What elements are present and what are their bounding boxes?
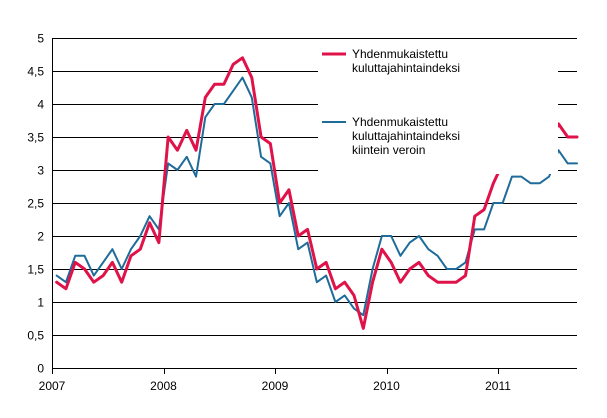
legend: YhdenmukaistettukuluttajahintaindeksiYhd… xyxy=(318,44,558,174)
legend-label: kuluttajahintaindeksi xyxy=(352,61,460,75)
y-tick-label: 2,5 xyxy=(27,197,44,211)
x-tick-label: 2011 xyxy=(485,379,511,393)
y-tick-label: 4,5 xyxy=(27,65,44,79)
legend-label: kiintein veroin xyxy=(352,143,425,157)
y-tick-label: 0,5 xyxy=(27,329,44,343)
series-line-hicp-constant-taxes xyxy=(55,76,578,317)
y-tick-label: 0 xyxy=(37,362,44,376)
series-line-hicp xyxy=(55,56,579,330)
x-tick-label: 2010 xyxy=(373,379,400,393)
legend-label: Yhdenmukaistettu xyxy=(352,115,448,129)
y-tick-label: 2 xyxy=(37,230,44,244)
series-lines xyxy=(55,56,579,330)
y-tick-label: 3 xyxy=(37,164,44,178)
x-tick-label: 2007 xyxy=(39,379,66,393)
legend-label: kuluttajahintaindeksi xyxy=(352,129,460,143)
y-tick-label: 1 xyxy=(37,296,44,310)
y-tick-label: 3,5 xyxy=(27,131,44,145)
axes: 0 0,5 1 1,5 2 2,5 3 3,5 4 4,5 5 2007 2008 2009 2010 201… xyxy=(27,32,577,393)
y-tick-label: 1,5 xyxy=(27,263,44,277)
legend-entry-hicp-constant-taxes: Yhdenmukaistettukuluttajahintaindeksikii… xyxy=(322,115,460,157)
legend-label: Yhdenmukaistettu xyxy=(352,47,448,61)
x-tick-label: 2009 xyxy=(262,379,289,393)
x-tick-label: 2008 xyxy=(150,379,177,393)
y-tick-label: 4 xyxy=(37,98,44,112)
legend-background xyxy=(318,44,558,174)
y-tick-label: 5 xyxy=(37,32,44,46)
